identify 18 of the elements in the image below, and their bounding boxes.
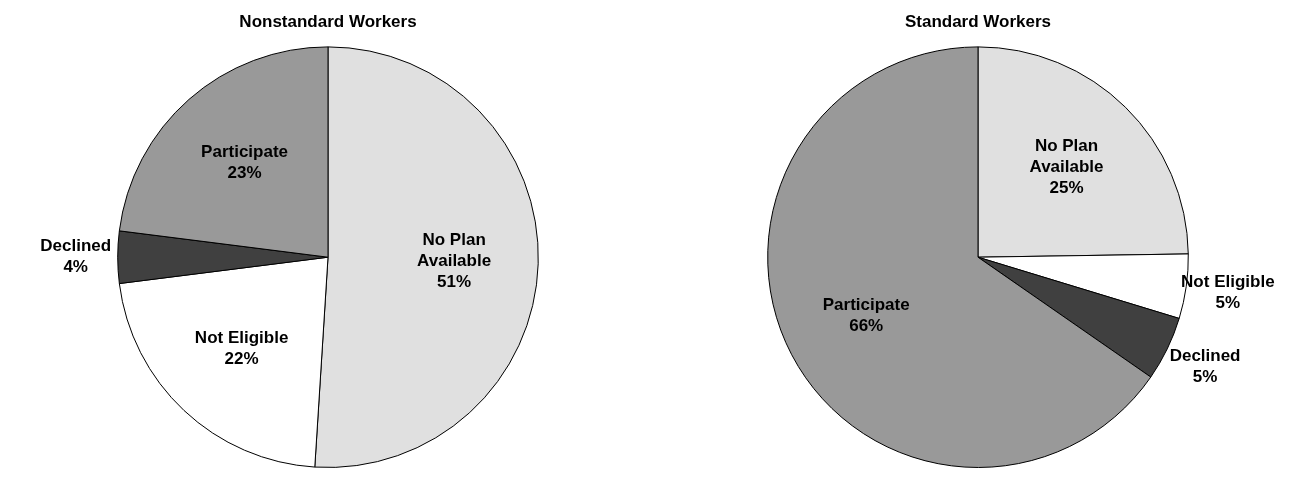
data-label: 51% — [437, 271, 472, 291]
data-label: 5% — [1192, 367, 1218, 387]
chart-title: Standard Workers — [904, 11, 1052, 31]
slice-label: No Plan Available — [417, 229, 492, 270]
slice-label: Participate — [201, 141, 289, 161]
slice-label: Not Eligible — [1181, 271, 1275, 291]
slice-label: Not Eligible — [194, 328, 289, 348]
data-label: 22% — [224, 349, 259, 369]
chart-title: Nonstandard Workers — [239, 11, 417, 31]
data-label: 66% — [849, 315, 884, 335]
slice-label: Declined — [1169, 346, 1241, 366]
slice-label: No Plan Available — [1029, 135, 1104, 176]
slice-label: Participate — [822, 294, 910, 314]
data-label: 4% — [63, 257, 88, 277]
slice-label: Declined — [40, 236, 112, 256]
data-label: 5% — [1215, 292, 1241, 312]
data-label: 25% — [1049, 177, 1084, 197]
data-label: 23% — [227, 162, 262, 182]
